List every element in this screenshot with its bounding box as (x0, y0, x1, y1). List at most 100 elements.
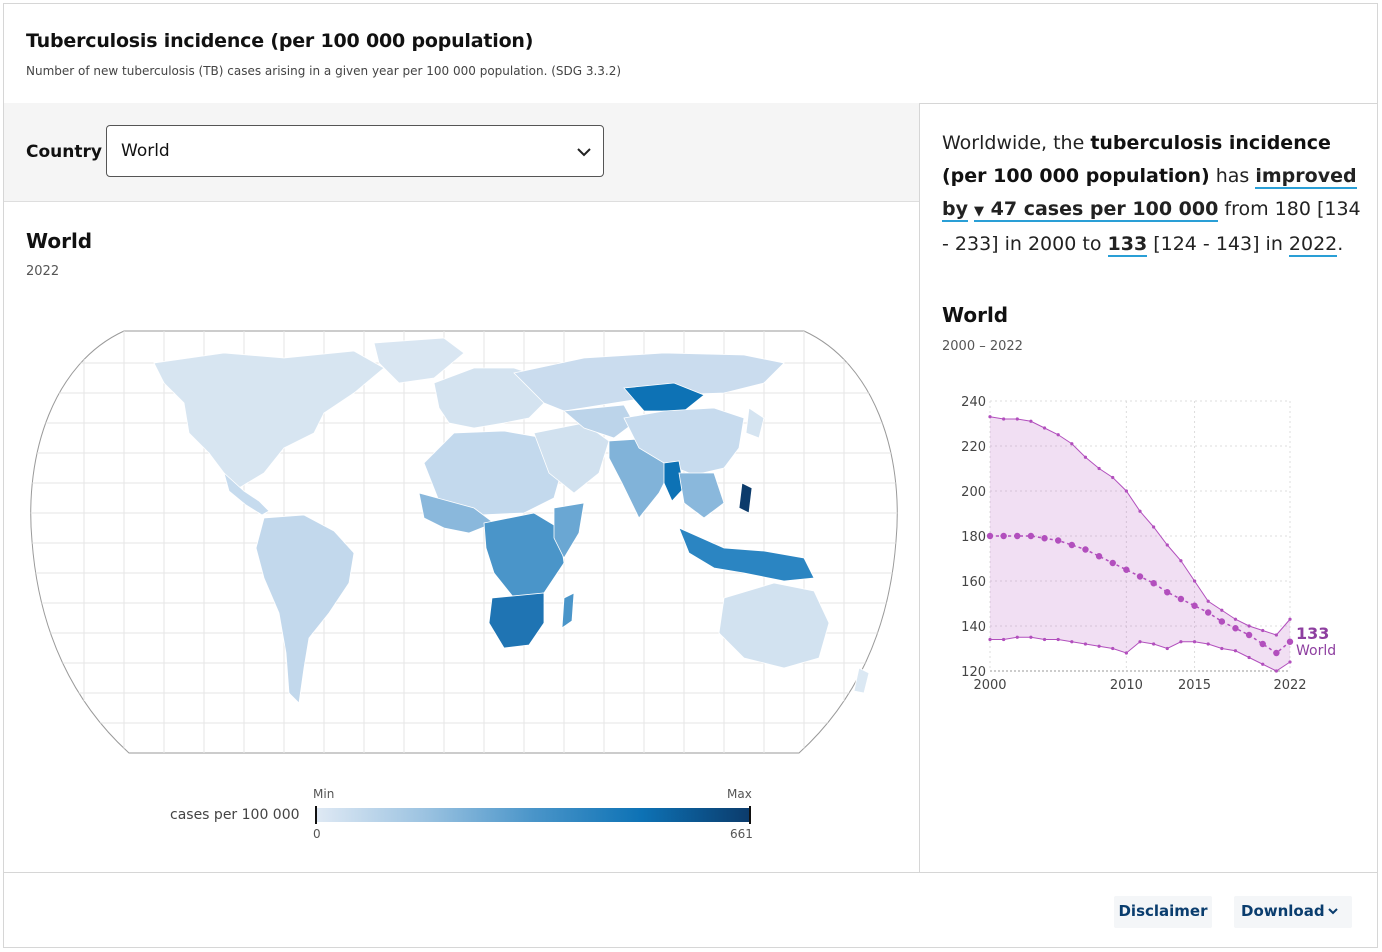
country-select[interactable]: World (106, 125, 604, 177)
series-point (1191, 602, 1198, 609)
series-point (1150, 580, 1157, 587)
upper-bound-point (1029, 419, 1033, 423)
map-central-america[interactable] (223, 471, 270, 516)
legend-min-value: 0 (313, 827, 321, 841)
lower-bound-point (1274, 669, 1278, 673)
map-panel: Country World World 2022 (4, 103, 920, 872)
upper-bound-point (1233, 617, 1238, 621)
map-central-asia[interactable] (563, 404, 635, 439)
summary-latest-ci: [124 - 143] in (1153, 233, 1283, 255)
series-point (1109, 559, 1116, 567)
down-arrow-icon: ▼ (974, 204, 985, 219)
map-south-america[interactable] (255, 514, 355, 704)
series-point (1068, 541, 1076, 549)
page-subtitle: Number of new tuberculosis (TB) cases ar… (26, 64, 622, 78)
summary-from: from 180 [134 - 233] in 2000 to (942, 198, 1361, 255)
map-china[interactable] (623, 407, 745, 476)
upper-bound-point (1220, 608, 1224, 612)
map-australia[interactable] (718, 582, 830, 669)
summary-lead: Worldwide, the (942, 132, 1085, 154)
upper-bound-point (1124, 489, 1128, 493)
series-point (1259, 640, 1266, 648)
summary-latest-link[interactable]: 133 (1107, 233, 1148, 257)
lower-bound-point (1083, 642, 1088, 646)
summary-indicator: tuberculosis incidence (per 100 000 popu… (942, 132, 1331, 187)
map-north-america[interactable] (153, 350, 385, 489)
upper-bound-point (1288, 617, 1292, 621)
lower-bound-point (1220, 646, 1224, 651)
map-southern-africa[interactable] (488, 592, 545, 649)
upper-bound-point (1111, 475, 1115, 480)
map-madagascar[interactable] (561, 592, 575, 629)
y-tick-label: 140 (961, 620, 986, 635)
confidence-band (990, 416, 1290, 671)
x-tick-label: 2000 (973, 678, 1006, 693)
map-east-africa[interactable] (553, 502, 585, 559)
end-series-label: World (1296, 643, 1336, 659)
dashboard-card: Tuberculosis incidence (per 100 000 popu… (3, 3, 1378, 948)
upper-bound-point (1274, 633, 1278, 637)
summary-has: has (1215, 165, 1250, 187)
upper-bound-point (1097, 466, 1101, 471)
series-point (1164, 589, 1171, 596)
series-point (1177, 595, 1185, 603)
legend-color-bar (316, 808, 750, 822)
upper-bound-point (1002, 417, 1006, 421)
filter-bar: Country World (4, 103, 919, 202)
map-new-zealand[interactable] (853, 667, 870, 694)
map-indonesia[interactable] (678, 527, 815, 582)
upper-bound-point (1083, 455, 1088, 459)
x-tick-label: 2022 (1273, 678, 1306, 693)
lower-bound-point (1165, 646, 1169, 651)
y-tick-label: 120 (961, 665, 986, 680)
country-select-value: World (121, 141, 170, 161)
footer: Disclaimer Download (4, 872, 1377, 950)
series-point (1027, 532, 1035, 540)
series-point (1082, 546, 1089, 553)
map-russia[interactable] (513, 352, 785, 412)
end-value-label: 133 (1296, 624, 1329, 643)
series-point (1218, 618, 1226, 625)
series-point (1014, 532, 1021, 540)
trend-chart[interactable]: 120 140 160 180 200 220 240 2000 2010 2015 2022 133… (938, 381, 1338, 701)
map-greenland[interactable] (373, 337, 465, 384)
map-philippines[interactable] (738, 482, 753, 514)
lower-bound-point (1179, 640, 1183, 644)
legend-min-label: Min (313, 787, 335, 801)
lower-bound-point (1233, 649, 1238, 653)
lower-bound-point (1206, 642, 1210, 646)
y-tick-label: 200 (961, 485, 986, 500)
map-southeast-asia[interactable] (678, 472, 725, 519)
map-japan[interactable] (745, 407, 765, 439)
map-europe[interactable] (433, 367, 545, 429)
y-tick-label: 240 (961, 395, 986, 410)
x-tick-label: 2015 (1178, 678, 1211, 693)
series-point (1123, 566, 1130, 573)
summary-year-link[interactable]: 2022 (1288, 233, 1338, 257)
summary-change-link[interactable]: ▼ 47 cases per 100 000 (974, 198, 1219, 222)
summary-trend-link[interactable]: improved by (942, 165, 1357, 222)
download-label: Download (1241, 902, 1325, 920)
trend-panel: Worldwide, the tuberculosis incidence (p… (920, 103, 1377, 872)
series-point (1041, 535, 1048, 542)
disclaimer-button[interactable]: Disclaimer (1114, 896, 1212, 928)
map-mongolia[interactable] (623, 382, 705, 412)
chart-range: 2000 – 2022 (942, 339, 1023, 354)
x-tick-label: 2010 (1110, 678, 1143, 693)
lower-bound-point (1029, 635, 1033, 639)
lower-bound-point (1070, 640, 1074, 644)
download-button[interactable]: Download (1234, 896, 1352, 928)
lower-bound-point (1288, 660, 1292, 664)
upper-bound-point (1056, 433, 1060, 437)
chart-title: World (942, 303, 1009, 327)
summary-text: Worldwide, the tuberculosis incidence (p… (942, 127, 1362, 261)
world-map[interactable] (24, 323, 904, 763)
upper-bound-point (1247, 624, 1251, 628)
map-west-africa[interactable] (418, 492, 495, 534)
chevron-down-icon (577, 148, 591, 157)
lower-bound-point (1261, 662, 1265, 666)
upper-bound-point (1179, 559, 1183, 563)
map-myanmar[interactable] (663, 460, 685, 502)
y-tick-label: 160 (961, 575, 986, 590)
map-title: World (26, 229, 93, 253)
